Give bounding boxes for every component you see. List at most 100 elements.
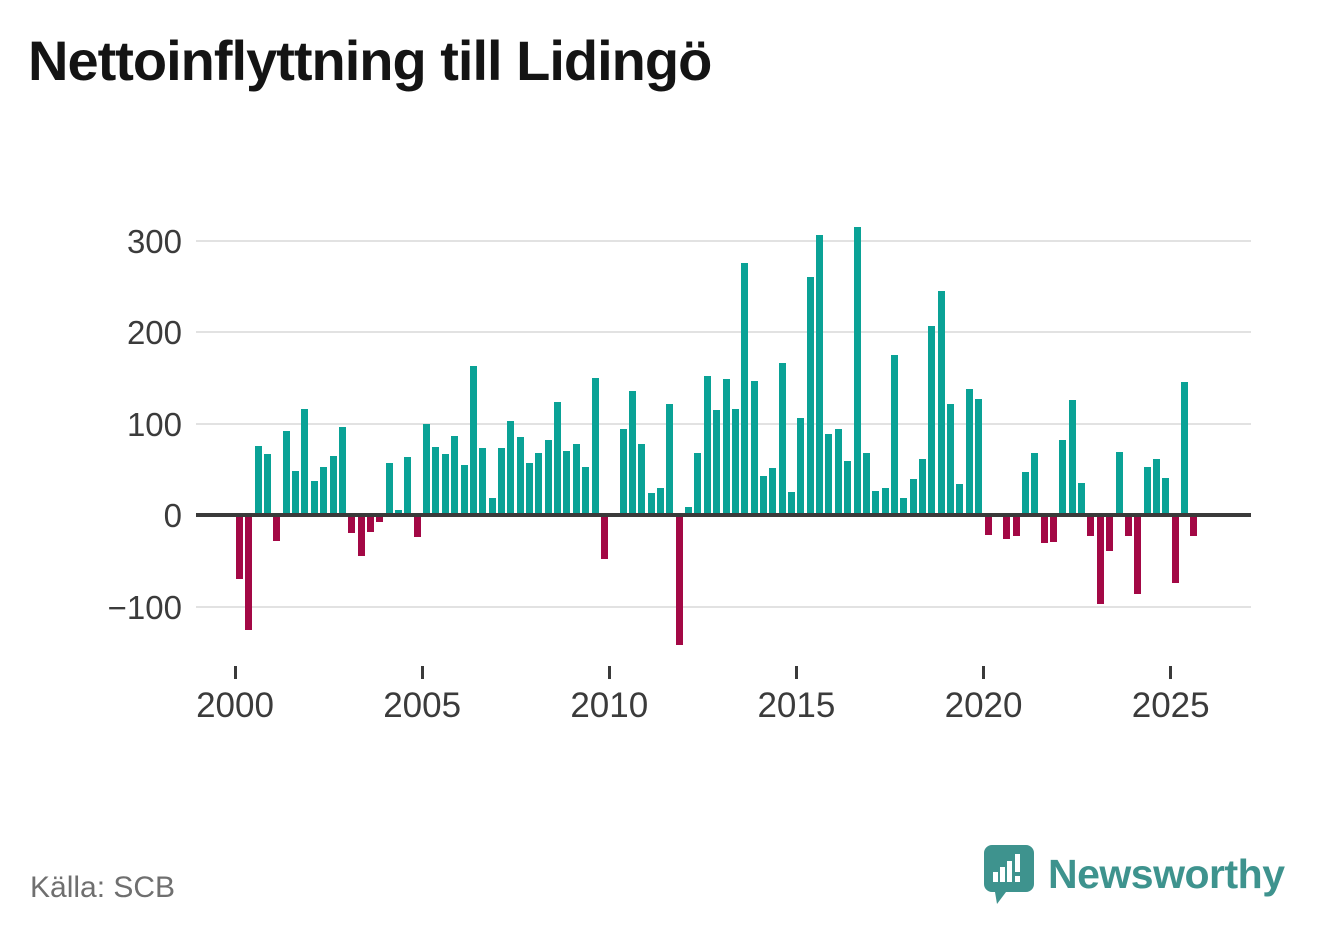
bar-2016-Q4 [862,452,870,515]
bar-2018-Q3 [928,325,936,515]
bar-2022-Q2 [1068,399,1076,515]
bar-2015-Q2 [806,277,814,515]
x-axis-label-2010: 2010 [570,686,649,725]
bar-2023-Q4 [1124,515,1132,537]
gridline--100 [196,605,1251,608]
bar-2021-Q1 [1021,471,1029,515]
bar-2007-Q1 [497,448,505,515]
bar-2020-Q4 [1012,515,1020,537]
y-axis-label-100: 100 [126,405,182,443]
bar-2015-Q1 [797,418,805,515]
bar-2007-Q2 [507,420,515,515]
bar-2005-Q3 [441,453,449,515]
bar-2023-Q3 [1115,451,1123,515]
bar-2021-Q3 [1040,515,1048,544]
gridline-300 [196,239,1251,242]
x-axis-tick-2025 [1169,666,1173,679]
bar-2024-Q2 [1143,467,1151,515]
x-axis-label-2015: 2015 [757,686,836,725]
bar-2013-Q4 [750,381,758,515]
y-axis-label-200: 200 [126,314,182,351]
bar-2012-Q2 [694,452,702,515]
bar-2018-Q4 [937,290,945,515]
bar-2023-Q1 [1096,515,1104,604]
bar-2003-Q2 [357,515,365,557]
bar-2012-Q4 [713,409,721,515]
bar-2018-Q2 [919,459,927,515]
bar-2016-Q2 [844,461,852,515]
zero-axis-line [196,513,1251,517]
bar-2011-Q4 [675,515,683,645]
bar-2017-Q2 [881,487,889,515]
bar-2008-Q2 [544,439,552,515]
bar-2010-Q2 [619,428,627,515]
bar-2014-Q1 [759,475,767,515]
bar-2005-Q4 [451,436,459,515]
bar-2000-Q2 [245,515,253,631]
bar-2017-Q4 [900,497,908,515]
bar-2004-Q4 [413,515,421,537]
bar-2002-Q2 [320,466,328,515]
newsworthy-logo-text: Newsworthy [1048,851,1285,897]
y-axis-label--100: −100 [107,588,182,626]
bar-2007-Q3 [516,437,524,515]
bar-2021-Q4 [1050,515,1058,542]
bar-2002-Q3 [329,456,337,515]
bar-2000-Q1 [236,515,243,580]
bar-2001-Q1 [273,515,281,541]
bar-2009-Q2 [582,466,590,515]
bar-2025-Q3 [1190,515,1198,537]
newsworthy-logo: Newsworthy [984,845,1285,905]
gridline-200 [196,331,1251,333]
x-axis-label-2000: 2000 [196,686,274,725]
bar-2003-Q3 [366,515,374,533]
bar-2004-Q1 [385,462,393,515]
bar-2006-Q2 [469,365,477,515]
bar-2014-Q3 [778,363,786,515]
bar-2004-Q2 [395,509,403,515]
bar-2011-Q2 [657,488,665,515]
y-axis-label-300: 300 [126,222,182,260]
bar-2002-Q4 [338,427,346,515]
bar-2016-Q1 [834,428,842,515]
bar-2022-Q1 [1059,439,1067,515]
bar-2014-Q2 [769,468,777,515]
bar-2019-Q1 [947,404,955,515]
bar-2005-Q1 [423,423,431,515]
bar-2007-Q4 [526,462,534,515]
bar-2025-Q1 [1171,515,1179,583]
bar-2009-Q3 [591,377,599,515]
bar-2019-Q3 [965,388,973,515]
bar-2008-Q1 [535,452,543,515]
bar-2018-Q1 [909,479,917,515]
x-axis-label-2020: 2020 [944,686,1023,725]
bar-2020-Q1 [984,515,992,536]
bar-2020-Q3 [1003,515,1011,539]
x-axis-tick-2015 [794,666,798,679]
bar-2011-Q1 [647,493,655,515]
bar-2013-Q3 [741,263,749,515]
bar-2015-Q3 [816,235,824,515]
bar-2000-Q4 [264,453,272,515]
bar-2005-Q2 [432,447,440,515]
bar-2003-Q4 [376,515,384,523]
y-axis-label-0: 0 [163,497,182,534]
bar-2006-Q1 [460,464,468,515]
bar-2022-Q3 [1078,482,1086,515]
bar-2024-Q4 [1162,478,1170,515]
bar-2022-Q4 [1087,515,1095,537]
newsworthy-speech-bubble-bar-chart-icon [984,845,1034,904]
bar-2002-Q1 [310,481,318,515]
bar-2010-Q3 [628,390,636,515]
bar-2017-Q1 [872,491,880,515]
bar-2016-Q3 [853,226,861,515]
bar-2001-Q2 [282,430,290,515]
bar-2006-Q3 [479,448,487,515]
x-axis-tick-2000 [233,666,237,679]
bar-2008-Q3 [554,402,562,515]
x-axis-tick-2020 [982,666,986,679]
bar-2009-Q4 [600,515,608,559]
bar-2011-Q3 [666,404,674,515]
